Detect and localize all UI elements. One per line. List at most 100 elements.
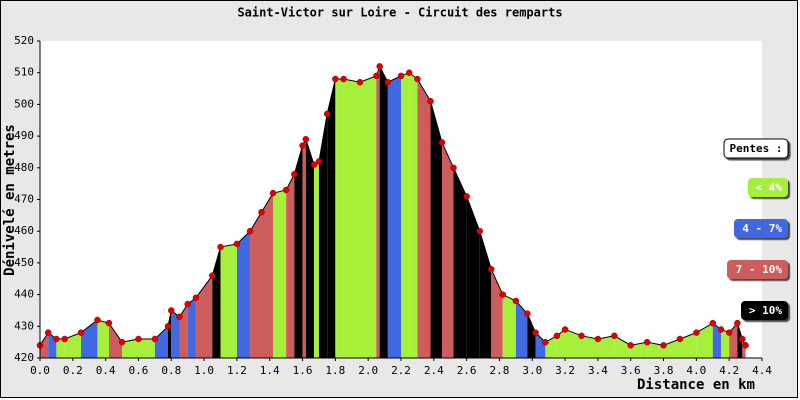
legend-box [748, 178, 788, 197]
y-tick-label: 450 [14, 256, 34, 269]
point [561, 326, 569, 333]
point [739, 335, 746, 343]
x-tick-label: 0.2 [63, 364, 83, 377]
slope-segment [581, 335, 598, 358]
point [553, 332, 561, 340]
point [709, 319, 717, 327]
x-tick-label: 2.6 [457, 364, 477, 377]
point [356, 78, 364, 86]
x-tick-label: 3.0 [522, 364, 542, 377]
slope-segment [491, 269, 503, 358]
chart-title: Saint-Victor sur Loire - Circuit des rem… [237, 6, 562, 20]
y-tick-label: 440 [14, 288, 34, 301]
point [693, 329, 700, 336]
point [499, 291, 506, 298]
point [427, 97, 434, 105]
point [340, 75, 347, 83]
point [233, 240, 241, 248]
slope-segment [417, 79, 431, 358]
point [594, 335, 602, 343]
legend-label: < 4% [756, 181, 783, 194]
point [246, 227, 254, 235]
x-tick-label: 3.4 [588, 364, 608, 377]
point [269, 189, 277, 197]
point [660, 342, 667, 349]
x-tick-label: 0.0 [30, 364, 50, 377]
point [299, 142, 306, 149]
legend-box [734, 219, 788, 238]
slope-segment [64, 332, 82, 358]
point [209, 272, 216, 279]
point [476, 227, 484, 235]
slope-segment [56, 338, 65, 358]
slope-segment [479, 231, 492, 358]
slope-segment [286, 174, 295, 358]
slope-segment [614, 335, 631, 358]
y-tick-label: 430 [14, 319, 34, 332]
point [176, 313, 183, 321]
y-axis-title: Dénivelé en metres [2, 124, 18, 276]
x-tick-label: 2.4 [424, 364, 444, 377]
x-tick-label: 1.8 [325, 364, 345, 377]
slope-segment [97, 319, 109, 358]
x-tick-label: 2.2 [391, 364, 411, 377]
slope-segment [663, 338, 680, 358]
point [53, 335, 60, 343]
slope-segment [409, 72, 418, 358]
slope-segment [327, 79, 336, 358]
slope-segment [647, 342, 664, 358]
slope-segment [108, 323, 123, 358]
point [61, 335, 68, 343]
point [627, 342, 634, 349]
x-tick-label: 3.8 [654, 364, 674, 377]
legend-label: 7 - 10% [736, 263, 783, 276]
point [742, 342, 749, 349]
point [532, 329, 539, 336]
point [118, 338, 126, 346]
legend-box [727, 260, 788, 279]
slope-segment [302, 139, 306, 358]
x-tick-label: 0.4 [96, 364, 116, 377]
x-tick-label: 0.6 [129, 364, 149, 377]
point [282, 186, 290, 194]
x-tick-label: 3.2 [555, 364, 575, 377]
point [168, 307, 175, 314]
y-tick-label: 480 [14, 161, 34, 174]
slope-segment [294, 145, 303, 358]
point [135, 335, 142, 343]
slope-segment [171, 310, 180, 358]
slope-segment [187, 297, 196, 358]
slope-segment [430, 101, 443, 358]
slope-segment [314, 161, 319, 358]
slope-segment [379, 66, 388, 359]
slope-segment [387, 75, 401, 359]
point [258, 208, 265, 216]
slope-segment [359, 75, 377, 359]
point [94, 316, 101, 324]
point [310, 161, 318, 168]
point [323, 110, 331, 118]
point [151, 335, 159, 343]
slope-segment [401, 72, 410, 358]
legend-title: Pentes : [730, 142, 783, 155]
x-tick-label: 2.8 [490, 364, 510, 377]
point [450, 164, 457, 172]
point [217, 243, 224, 251]
point [184, 300, 191, 308]
legend-box [741, 301, 788, 320]
y-tick-label: 470 [14, 193, 34, 206]
y-tick-label: 500 [14, 97, 34, 110]
point [291, 170, 298, 178]
y-tick-label: 420 [14, 351, 34, 364]
slope-segment [515, 300, 528, 358]
point [164, 323, 172, 330]
slope-segment [630, 342, 648, 358]
legend-title-box [723, 138, 789, 159]
slope-segment [318, 113, 328, 358]
x-tick-label: 1.6 [293, 364, 313, 377]
y-tick-label: 490 [14, 129, 34, 142]
point [373, 72, 380, 80]
slope-segment [535, 332, 546, 358]
point [643, 338, 651, 346]
